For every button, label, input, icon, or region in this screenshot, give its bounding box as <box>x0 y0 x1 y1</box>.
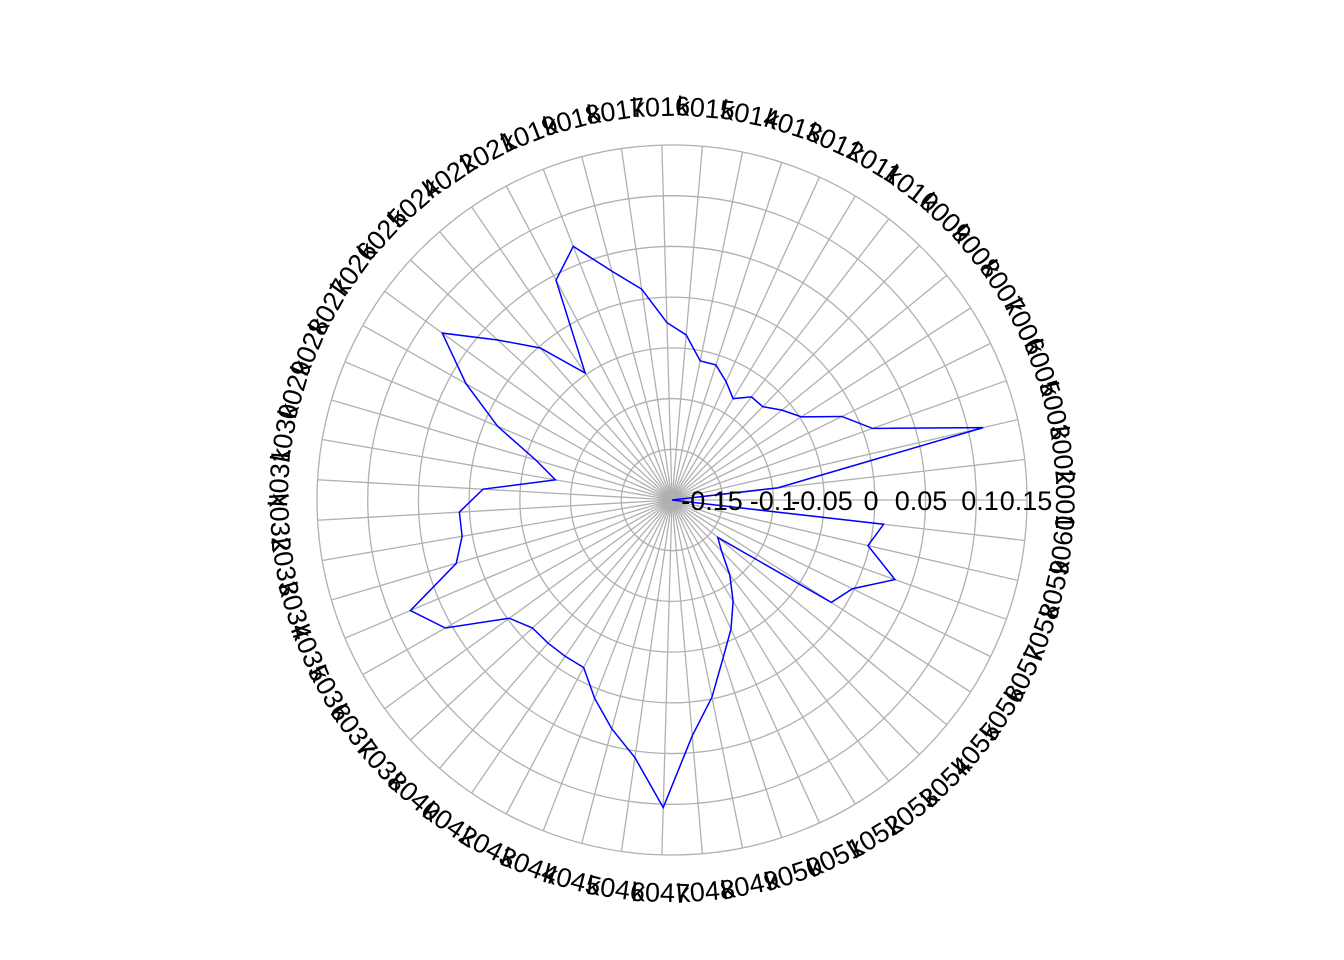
grid-spoke <box>671 380 1007 501</box>
grid-spoke <box>505 499 673 815</box>
grid-spoke <box>671 499 1018 582</box>
radial-tick-label: -0.1 <box>750 486 797 516</box>
grid-spoke <box>671 499 991 658</box>
category-label: k016 <box>631 91 690 123</box>
grid-spoke <box>671 151 744 501</box>
grid-spoke <box>542 168 673 501</box>
grid-spoke <box>542 499 673 832</box>
grid-spoke <box>671 499 856 805</box>
grid-spoke <box>384 499 673 710</box>
category-label: k060 <box>1044 514 1080 576</box>
grid-spoke <box>581 499 673 844</box>
grid-spoke <box>322 499 673 562</box>
grid-spoke <box>620 148 673 501</box>
grid-spoke <box>671 162 783 501</box>
grid-spoke <box>322 438 673 501</box>
grid-spoke <box>471 499 673 794</box>
grid-spoke <box>317 499 673 521</box>
radar-grid <box>316 144 1028 856</box>
grid-spoke <box>671 499 783 838</box>
radial-tick-label: 0 <box>863 486 878 516</box>
grid-spoke <box>671 499 890 782</box>
grid-spoke <box>671 499 821 824</box>
category-label: k031 <box>263 447 296 507</box>
grid-spoke <box>362 324 673 501</box>
grid-spoke <box>410 259 673 501</box>
grid-spoke <box>671 499 1007 620</box>
grid-spoke <box>671 244 920 501</box>
grid-spoke <box>671 176 821 501</box>
grid-spoke <box>362 499 673 676</box>
category-label: k015 <box>675 91 736 126</box>
grid-spoke <box>671 342 991 501</box>
radial-tick-labels: -0.15 -0.1-0.05 0 0.05 0.1 0.15 <box>681 486 1052 516</box>
category-label: k001 <box>1050 471 1080 530</box>
radial-tick-label: 0.1 <box>961 486 999 516</box>
radial-tick-label: -0.15 <box>681 486 743 516</box>
grid-spoke <box>344 361 673 501</box>
grid-spoke <box>671 218 890 501</box>
grid-spoke <box>671 499 704 854</box>
grid-spoke <box>344 499 673 639</box>
grid-spoke <box>439 231 673 501</box>
grid-spoke <box>671 499 744 849</box>
grid-spoke <box>671 195 856 501</box>
grid-spoke <box>671 146 704 501</box>
grid-spoke <box>384 290 673 501</box>
radial-tick-label: 0.05 <box>895 486 948 516</box>
category-label: k002 <box>1044 424 1080 486</box>
category-label: k048 <box>675 874 736 909</box>
grid-spoke <box>671 499 920 756</box>
grid-spoke <box>410 499 673 741</box>
radial-tick-label: 0.15 <box>1000 486 1053 516</box>
grid-spoke <box>471 206 673 501</box>
grid-spoke <box>331 399 673 501</box>
grid-spoke <box>439 499 673 769</box>
radar-series <box>409 245 984 810</box>
grid-spoke <box>581 156 673 501</box>
grid-spoke <box>505 185 673 501</box>
grid-spoke <box>317 479 673 501</box>
grid-spoke <box>671 418 1018 501</box>
category-label: k032 <box>263 492 296 552</box>
grid-spoke <box>620 499 673 852</box>
grid-spoke <box>671 307 972 501</box>
grid-spoke <box>671 274 948 501</box>
category-label: k047 <box>631 877 690 909</box>
series-line-0 <box>409 245 984 810</box>
radial-tick-label: -0.05 <box>791 486 853 516</box>
grid-spoke <box>331 499 673 601</box>
grid-spoke <box>661 499 673 855</box>
